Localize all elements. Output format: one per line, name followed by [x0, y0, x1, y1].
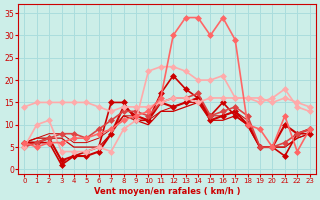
- X-axis label: Vent moyen/en rafales ( km/h ): Vent moyen/en rafales ( km/h ): [94, 187, 240, 196]
